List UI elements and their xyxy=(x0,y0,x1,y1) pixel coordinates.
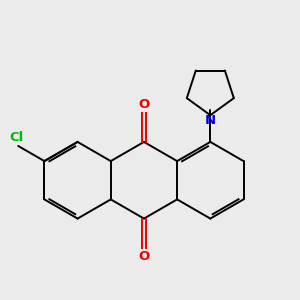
Text: Cl: Cl xyxy=(10,130,24,143)
Text: O: O xyxy=(138,250,150,263)
Text: O: O xyxy=(138,98,150,111)
Text: N: N xyxy=(205,114,216,127)
